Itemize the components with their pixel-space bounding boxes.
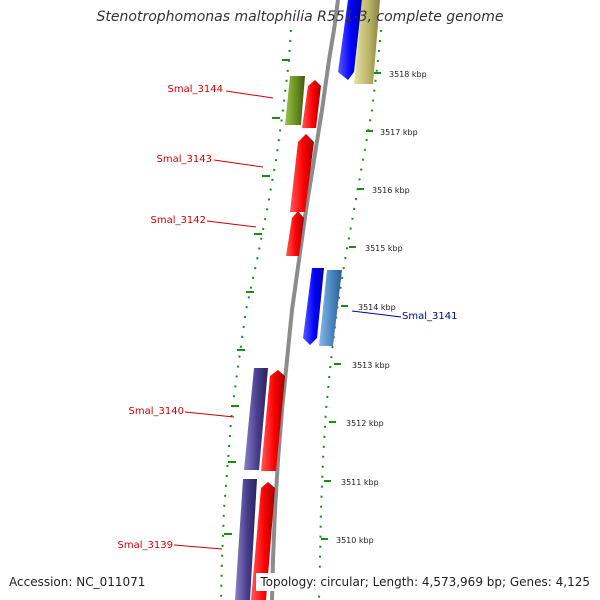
tick-label-3510: 3510 kbp bbox=[336, 536, 374, 545]
tick-label-3515: 3515 kbp bbox=[365, 244, 403, 253]
gene-labels: Smal_3144 Smal_3143 Smal_3142 Smal_3141 … bbox=[118, 84, 458, 551]
gene-arrow-forward[interactable] bbox=[354, 0, 380, 84]
gene-arrow-forward[interactable] bbox=[261, 370, 285, 471]
tick-label-3512: 3512 kbp bbox=[346, 419, 384, 428]
topology-text: Topology: circular; Length: 4,573,969 bp… bbox=[256, 573, 590, 591]
tick-label-3511: 3511 kbp bbox=[341, 478, 379, 487]
tick-label-3516: 3516 kbp bbox=[372, 186, 410, 195]
gene-arrow-forward[interactable] bbox=[286, 211, 304, 256]
outer-tick-track bbox=[318, 29, 382, 600]
inner-tick-track bbox=[220, 29, 292, 600]
gene-arrow-reverse[interactable] bbox=[338, 0, 362, 80]
tick-label-3517: 3517 kbp bbox=[380, 128, 418, 137]
tick-label-3514: 3514 kbp bbox=[358, 303, 396, 312]
leader-line bbox=[206, 220, 257, 228]
gene-label-smal-3139[interactable]: Smal_3139 bbox=[118, 540, 173, 551]
leader-line bbox=[351, 310, 402, 318]
gene-features bbox=[235, 0, 380, 600]
tick-label-3513: 3513 kbp bbox=[352, 361, 390, 370]
leader-line bbox=[213, 159, 264, 168]
gene-arrow-reverse[interactable] bbox=[303, 268, 324, 345]
genome-backbone bbox=[270, 0, 340, 600]
tick-label-3518: 3518 kbp bbox=[389, 70, 427, 79]
gene-arrow-forward[interactable] bbox=[285, 76, 305, 125]
gene-arrow-forward[interactable] bbox=[290, 134, 314, 212]
gene-label-smal-3144[interactable]: Smal_3144 bbox=[168, 84, 223, 95]
gene-label-smal-3141[interactable]: Smal_3141 bbox=[402, 311, 457, 322]
gene-arrow-reverse[interactable] bbox=[235, 479, 257, 600]
gene-label-smal-3143[interactable]: Smal_3143 bbox=[157, 154, 212, 165]
gene-label-smal-3140[interactable]: Smal_3140 bbox=[129, 406, 184, 417]
accession-text: Accession: NC_011071 bbox=[9, 573, 146, 591]
leader-line bbox=[225, 90, 274, 99]
gene-label-smal-3142[interactable]: Smal_3142 bbox=[151, 215, 206, 226]
leader-line bbox=[173, 544, 223, 550]
tick-labels: 3518 kbp 3517 kbp 3516 kbp 3515 kbp 3514… bbox=[336, 70, 427, 545]
tick-dashes bbox=[224, 59, 381, 540]
map-title: Stenotrophomonas maltophilia R551-3, com… bbox=[96, 9, 504, 25]
leader-line bbox=[184, 411, 235, 418]
gene-arrow-forward[interactable] bbox=[251, 482, 275, 600]
gene-arrow-reverse[interactable] bbox=[319, 270, 342, 346]
gene-arrow-forward[interactable] bbox=[302, 80, 321, 128]
gene-arrow-reverse[interactable] bbox=[244, 368, 268, 470]
